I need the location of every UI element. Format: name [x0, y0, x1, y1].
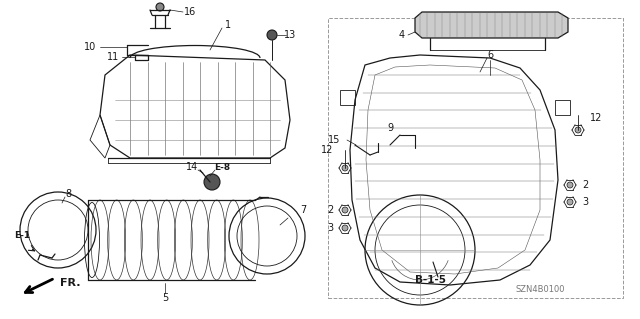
Text: 13: 13 [284, 30, 296, 40]
Circle shape [575, 127, 581, 133]
Circle shape [342, 225, 348, 231]
Text: FR.: FR. [60, 278, 80, 288]
Circle shape [267, 30, 277, 40]
Text: 6: 6 [487, 50, 493, 60]
Circle shape [204, 174, 220, 190]
Polygon shape [415, 12, 568, 38]
Text: 2: 2 [327, 205, 333, 215]
Text: 14: 14 [186, 162, 198, 172]
Text: 10: 10 [84, 42, 96, 52]
Bar [328, 18, 623, 298]
Text: 9: 9 [387, 123, 393, 133]
Text: SZN4B0100: SZN4B0100 [515, 286, 564, 294]
Circle shape [342, 207, 348, 213]
Text: E-8: E-8 [214, 162, 230, 172]
Circle shape [156, 3, 164, 11]
Text: 3: 3 [582, 197, 588, 207]
Text: 4: 4 [399, 30, 405, 40]
Circle shape [342, 165, 348, 171]
Text: 7: 7 [300, 205, 306, 215]
Text: 16: 16 [184, 7, 196, 17]
Text: 11: 11 [107, 52, 119, 62]
Text: B-1-5: B-1-5 [415, 275, 445, 285]
Text: 12: 12 [590, 113, 602, 123]
Text: 15: 15 [328, 135, 340, 145]
Text: E-1: E-1 [14, 232, 30, 241]
Text: 12: 12 [321, 145, 333, 155]
Circle shape [567, 182, 573, 188]
Text: 1: 1 [225, 20, 231, 30]
Text: 2: 2 [582, 180, 588, 190]
Text: 8: 8 [65, 189, 71, 199]
Text: 5: 5 [162, 293, 168, 303]
Circle shape [567, 199, 573, 205]
Text: 3: 3 [327, 223, 333, 233]
